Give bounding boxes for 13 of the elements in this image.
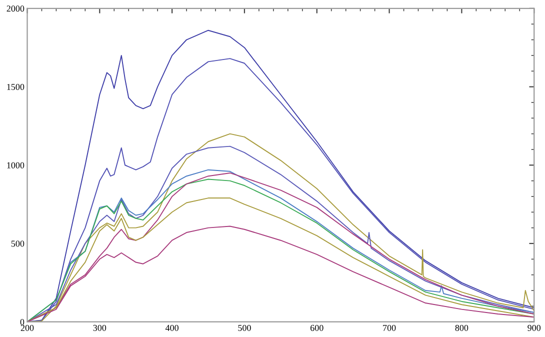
y-tick-label: 0 xyxy=(20,318,24,326)
x-tick-label: 800 xyxy=(455,324,468,331)
y-tick-label: 1500 xyxy=(7,84,24,90)
y-tick-label: 2000 xyxy=(6,6,24,12)
x-tick-label: 200 xyxy=(20,324,34,331)
x-tick-label: 300 xyxy=(93,324,106,331)
y-tick-label: 1000 xyxy=(7,162,24,168)
x-tick-label: 400 xyxy=(165,324,178,331)
x-tick-label: 500 xyxy=(238,324,251,331)
x-tick-label: 900 xyxy=(528,324,541,331)
x-tick-label: 700 xyxy=(383,324,396,331)
y-tick-label: 500 xyxy=(11,240,24,247)
x-tick-label: 600 xyxy=(310,324,324,331)
